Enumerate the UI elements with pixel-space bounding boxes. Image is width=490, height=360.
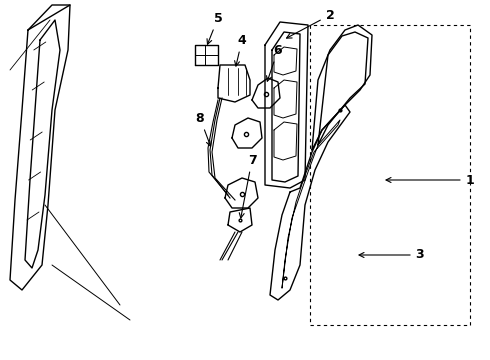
Text: 5: 5 [207, 12, 222, 44]
Text: 7: 7 [239, 153, 256, 218]
Text: 1: 1 [386, 174, 474, 186]
Text: 4: 4 [235, 33, 246, 66]
Text: 3: 3 [359, 248, 424, 261]
Bar [310, 25, 470, 325]
Text: 8: 8 [196, 112, 211, 146]
Text: 6: 6 [267, 44, 282, 81]
Text: 2: 2 [287, 9, 334, 38]
